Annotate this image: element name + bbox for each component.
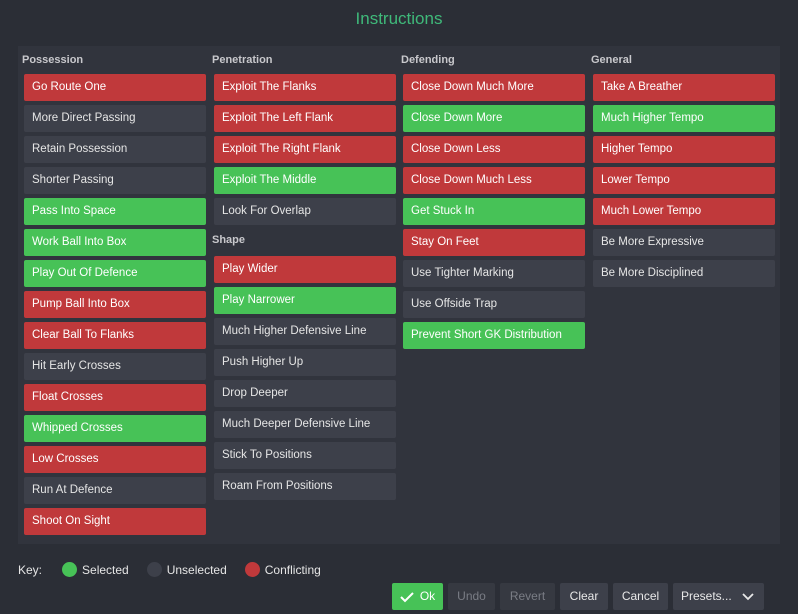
- column-possession: Possession Go Route One More Direct Passi…: [18, 46, 206, 539]
- instruction-list-possession: Go Route One More Direct Passing Retain Po…: [18, 74, 206, 535]
- instruction-button[interactable]: Lower Tempo: [593, 167, 775, 194]
- instruction-button[interactable]: Use Tighter Marking: [403, 260, 585, 287]
- instruction-button[interactable]: Hit Early Crosses: [24, 353, 206, 380]
- instruction-button[interactable]: Exploit The Right Flank: [214, 136, 396, 163]
- column-penetration: Penetration Exploit The Flanks Exploit Th…: [208, 46, 396, 504]
- legend-conflicting: Conflicting: [244, 562, 321, 577]
- instruction-button[interactable]: Pass Into Space: [24, 198, 206, 225]
- instruction-button[interactable]: Shoot On Sight: [24, 508, 206, 535]
- legend-selected: Selected: [62, 562, 129, 577]
- presets-label: Presets...: [681, 589, 732, 603]
- instruction-button[interactable]: Much Lower Tempo: [593, 198, 775, 225]
- column-heading-possession: Possession: [22, 54, 84, 66]
- cancel-button[interactable]: Cancel: [613, 583, 668, 610]
- instruction-button[interactable]: More Direct Passing: [24, 105, 206, 132]
- instruction-button[interactable]: Exploit The Left Flank: [214, 105, 396, 132]
- instruction-button[interactable]: Float Crosses: [24, 384, 206, 411]
- instruction-button[interactable]: Low Crosses: [24, 446, 206, 473]
- clear-button[interactable]: Clear: [560, 583, 608, 610]
- instruction-button[interactable]: Play Wider: [214, 256, 396, 283]
- instruction-button[interactable]: Much Higher Defensive Line: [214, 318, 396, 345]
- presets-dropdown[interactable]: Presets...: [673, 583, 764, 610]
- legend-conflicting-label: Conflicting: [264, 562, 321, 577]
- column-heading-penetration: Penetration: [212, 54, 273, 66]
- instruction-button[interactable]: Look For Overlap: [214, 198, 396, 225]
- instruction-list-defending: Close Down Much More Close Down More Close…: [397, 74, 585, 349]
- instruction-button[interactable]: Whipped Crosses: [24, 415, 206, 442]
- ok-label: Ok: [419, 589, 436, 603]
- instruction-button[interactable]: Take A Breather: [593, 74, 775, 101]
- instruction-button[interactable]: Work Ball Into Box: [24, 229, 206, 256]
- instruction-button[interactable]: Use Offside Trap: [403, 291, 585, 318]
- legend-unselected: Unselected: [146, 562, 227, 577]
- instruction-button[interactable]: Go Route One: [24, 74, 206, 101]
- legend-selected-label: Selected: [82, 562, 129, 577]
- dialog-title: Instructions: [355, 9, 443, 28]
- instruction-button[interactable]: Exploit The Middle: [214, 167, 396, 194]
- instruction-button[interactable]: Clear Ball To Flanks: [24, 322, 206, 349]
- instruction-button[interactable]: Get Stuck In: [403, 198, 585, 225]
- instruction-button[interactable]: Much Deeper Defensive Line: [214, 411, 396, 438]
- instruction-button[interactable]: Close Down Much Less: [403, 167, 585, 194]
- undo-button[interactable]: Undo: [448, 583, 495, 610]
- instruction-list-penetration: Exploit The Flanks Exploit The Left Flank…: [208, 74, 396, 225]
- instruction-button[interactable]: Higher Tempo: [593, 136, 775, 163]
- instruction-list-shape: Play Wider Play Narrower Much Higher Defen…: [208, 256, 396, 500]
- chevron-down-icon: [742, 592, 754, 600]
- check-icon: [400, 591, 414, 602]
- instruction-button[interactable]: Drop Deeper: [214, 380, 396, 407]
- selected-dot-icon: [62, 562, 78, 577]
- column-defending: Defending Close Down Much More Close Down…: [397, 46, 585, 353]
- instruction-button[interactable]: Close Down Less: [403, 136, 585, 163]
- instruction-button[interactable]: Play Out Of Defence: [24, 260, 206, 287]
- column-heading-general: General: [591, 54, 632, 66]
- instruction-button[interactable]: Shorter Passing: [24, 167, 206, 194]
- instruction-button[interactable]: Run At Defence: [24, 477, 206, 504]
- conflicting-dot-icon: [244, 562, 260, 577]
- instruction-button[interactable]: Prevent Short GK Distribution: [403, 322, 585, 349]
- instruction-button[interactable]: Be More Expressive: [593, 229, 775, 256]
- footer-buttons: Ok Undo Revert Clear Cancel Presets...: [392, 583, 769, 610]
- instruction-button[interactable]: Push Higher Up: [214, 349, 396, 376]
- legend-unselected-label: Unselected: [166, 562, 227, 577]
- column-general: General Take A Breather Much Higher Tempo…: [587, 46, 775, 291]
- instruction-button[interactable]: Retain Possession: [24, 136, 206, 163]
- legend: Key: Selected Unselected Conflicting: [18, 562, 339, 577]
- revert-button[interactable]: Revert: [500, 583, 555, 610]
- legend-label: Key:: [18, 562, 43, 577]
- instruction-button[interactable]: Exploit The Flanks: [214, 74, 396, 101]
- ok-button[interactable]: Ok: [392, 583, 443, 610]
- column-heading-defending: Defending: [401, 54, 455, 66]
- column-heading-shape: Shape: [212, 234, 246, 246]
- unselected-dot-icon: [146, 562, 162, 577]
- instruction-button[interactable]: Be More Disciplined: [593, 260, 775, 287]
- instruction-button[interactable]: Roam From Positions: [214, 473, 396, 500]
- instruction-button[interactable]: Stick To Positions: [214, 442, 396, 469]
- instructions-panel: Possession Go Route One More Direct Passi…: [18, 46, 780, 544]
- instruction-button[interactable]: Pump Ball Into Box: [24, 291, 206, 318]
- instruction-button[interactable]: Stay On Feet: [403, 229, 585, 256]
- instruction-list-general: Take A Breather Much Higher Tempo Higher T…: [587, 74, 775, 287]
- instruction-button[interactable]: Close Down More: [403, 105, 585, 132]
- instruction-button[interactable]: Play Narrower: [214, 287, 396, 314]
- instruction-button[interactable]: Close Down Much More: [403, 74, 585, 101]
- instruction-button[interactable]: Much Higher Tempo: [593, 105, 775, 132]
